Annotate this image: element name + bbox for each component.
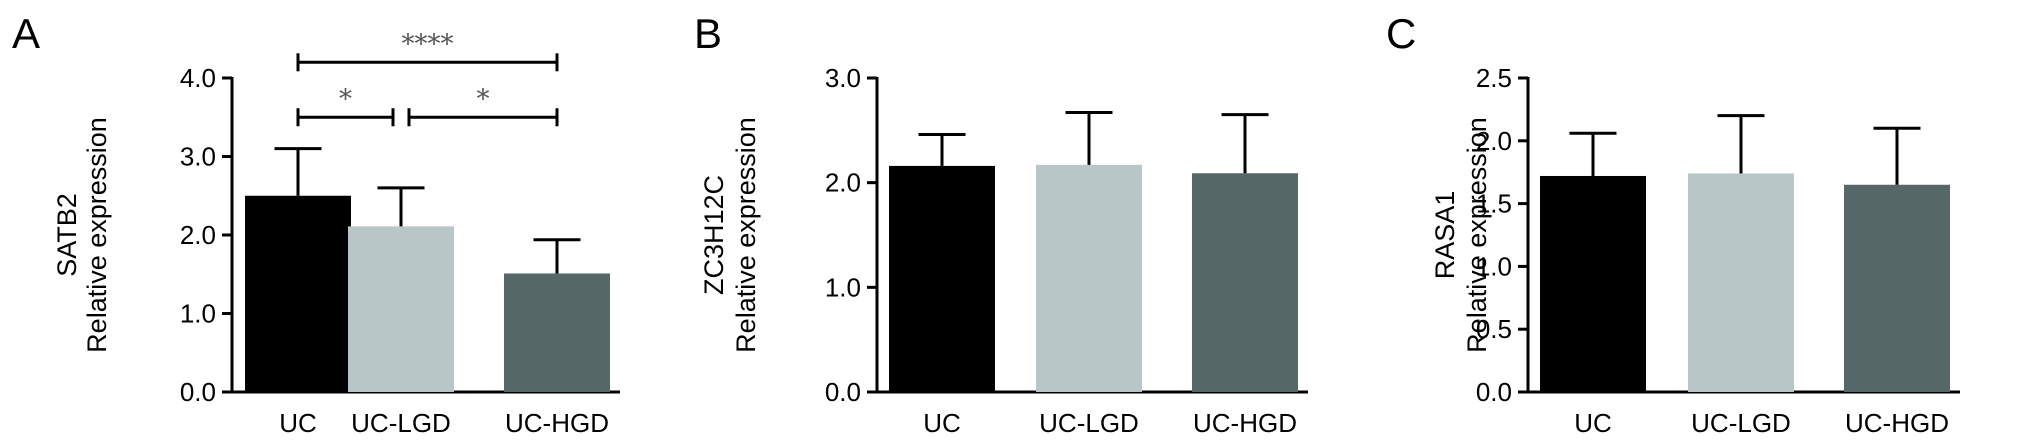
- y-tick-label: 4.0: [180, 63, 216, 93]
- x-tick-label: UC-LGD: [1039, 408, 1139, 438]
- x-tick-label: UC-LGD: [1691, 408, 1791, 438]
- y-axis-gene-label: RASA1: [1430, 191, 1460, 280]
- y-axis-title: Relative expression: [82, 117, 112, 353]
- panel-b: B 0.0 1.0 2.0 3.0 ZC3H12C Relative expression U…: [694, 10, 1308, 438]
- bar-uc-lgd: [1688, 173, 1794, 392]
- y-tick-label: 2.5: [1476, 63, 1512, 93]
- panel-letter: B: [694, 10, 722, 57]
- bar-uc-hgd: [504, 273, 610, 392]
- y-axis-gene-label: ZC3H12C: [699, 175, 729, 295]
- significance-bracket: *: [407, 84, 559, 127]
- x-tick-label: UC-HGD: [505, 408, 609, 438]
- x-tick-label: UC: [279, 408, 317, 438]
- x-tick-label: UC: [1574, 408, 1612, 438]
- y-tick-label: 3.0: [825, 63, 861, 93]
- panel-a: A 0.0 1.0 2.0 3.0 4.0 SATB2 Relative expression…: [12, 10, 620, 438]
- panel-letter: C: [1386, 10, 1416, 57]
- significance-bracket: *: [296, 84, 395, 127]
- y-tick-label: 0.0: [180, 377, 216, 407]
- significance-label: *: [339, 84, 352, 114]
- y-tick-label: 0.0: [825, 377, 861, 407]
- y-tick-label: 1.5: [1476, 189, 1512, 219]
- y-tick-label: 0.0: [1476, 377, 1512, 407]
- bar-uc: [1540, 175, 1646, 392]
- significance-label: ****: [402, 29, 454, 59]
- y-axis-gene-label: SATB2: [52, 193, 82, 277]
- bar-uc-hgd: [1844, 184, 1950, 392]
- bar-uc-lgd: [1036, 164, 1142, 392]
- y-tick-label: 1.0: [180, 299, 216, 329]
- y-tick-label: 1.0: [825, 272, 861, 302]
- y-tick-label: 1.0: [1476, 251, 1512, 281]
- significance-bracket: ****: [296, 29, 559, 72]
- bar-uc-lgd: [348, 226, 454, 392]
- bar-uc-hgd: [1192, 173, 1298, 392]
- y-tick-label: 2.0: [825, 168, 861, 198]
- bar-uc: [245, 195, 351, 392]
- panel-c: C 0.0 0.5 1.0 1.5 2.0 2.5 RASA1 Relative express…: [1386, 10, 1960, 438]
- y-tick-label: 3.0: [180, 142, 216, 172]
- bar-uc: [889, 165, 995, 392]
- y-tick-label: 2.0: [180, 220, 216, 250]
- x-tick-label: UC-LGD: [351, 408, 451, 438]
- x-tick-label: UC-HGD: [1193, 408, 1297, 438]
- y-axis-title: Relative expression: [1462, 117, 1492, 353]
- significance-label: *: [477, 84, 490, 114]
- x-tick-label: UC-HGD: [1845, 408, 1949, 438]
- x-tick-label: UC: [923, 408, 961, 438]
- y-tick-label: 0.5: [1476, 314, 1512, 344]
- y-axis-title: Relative expression: [731, 117, 761, 353]
- panel-letter: A: [12, 10, 40, 57]
- y-tick-label: 2.0: [1476, 126, 1512, 156]
